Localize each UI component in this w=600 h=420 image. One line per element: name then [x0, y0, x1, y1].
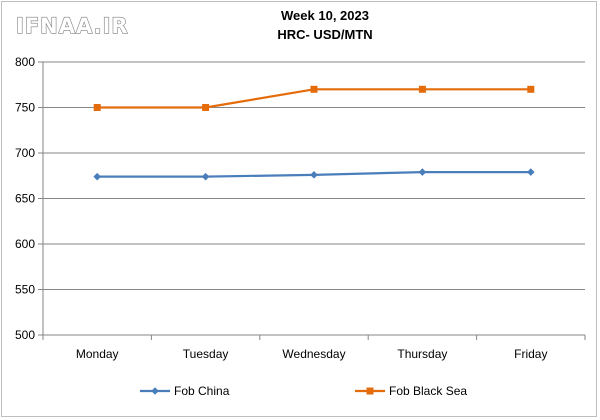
data-point-fob-china — [93, 172, 101, 181]
y-tick-label: 650 — [15, 192, 35, 206]
data-point-fob-black-sea — [310, 85, 318, 93]
legend: Fob China Fob Black Sea — [140, 384, 467, 398]
data-point-fob-black-sea — [418, 85, 426, 93]
x-tick-label: Wednesday — [282, 347, 345, 361]
x-tick-label: Thursday — [397, 347, 447, 361]
chart-subtitle: HRC- USD/MTN — [277, 27, 372, 42]
x-tick-label: Monday — [76, 347, 119, 361]
legend-marker-fob-china — [151, 387, 159, 395]
series-fob-china — [93, 168, 535, 181]
data-point-fob-china — [310, 171, 318, 179]
data-point-fob-china — [201, 172, 210, 181]
legend-marker-fob-black-sea — [366, 387, 374, 395]
series-group — [93, 85, 535, 181]
legend-item-fob-china: Fob China — [140, 384, 230, 398]
y-tick-label: 600 — [15, 237, 35, 251]
legend-item-fob-black-sea: Fob Black Sea — [355, 384, 467, 398]
y-axis-ticks: 500 550 600 650 700 750 800 — [15, 55, 35, 342]
data-point-fob-black-sea — [202, 104, 210, 111]
series-fob-black-sea — [93, 85, 535, 111]
chart-title: Week 10, 2023 — [281, 8, 369, 23]
data-point-fob-black-sea — [527, 85, 535, 93]
y-tick-label: 700 — [15, 146, 35, 160]
legend-label-fob-black-sea: Fob Black Sea — [389, 384, 467, 398]
data-point-fob-black-sea — [93, 104, 101, 111]
y-tick-label: 750 — [15, 101, 35, 115]
x-tick-label: Friday — [514, 347, 547, 361]
y-tick-label: 800 — [15, 55, 35, 69]
axes — [38, 61, 586, 340]
x-tick-label: Tuesday — [183, 347, 229, 361]
y-tick-label: 500 — [15, 328, 35, 342]
y-tick-label: 550 — [15, 283, 35, 297]
data-point-fob-china — [527, 168, 535, 176]
x-axis-ticks: Monday Tuesday Wednesday Thursday Friday — [76, 347, 548, 361]
legend-label-fob-china: Fob China — [174, 384, 230, 398]
data-point-fob-china — [418, 168, 427, 176]
brand-logo: IFNAA.IR — [16, 14, 129, 38]
